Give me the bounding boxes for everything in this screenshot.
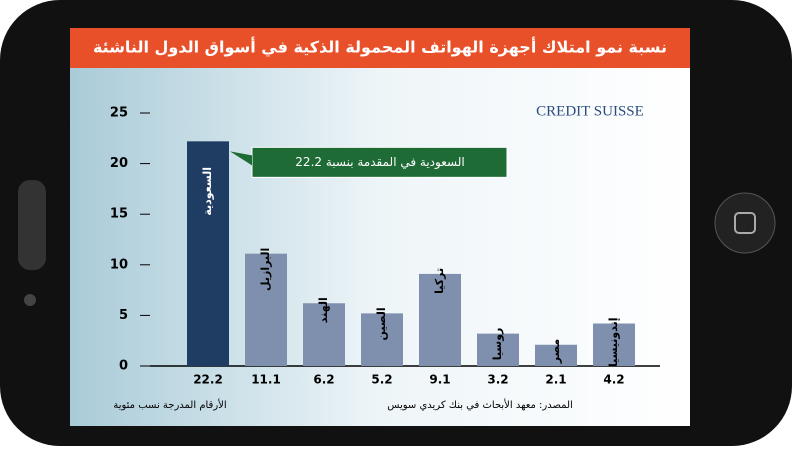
category-label: مصر	[549, 339, 562, 365]
category-label: البرازيل	[259, 248, 272, 291]
value-label: 6.2	[313, 373, 334, 387]
phone-camera	[24, 294, 36, 306]
category-label: إندونيسيا	[607, 317, 620, 367]
value-label: 5.2	[371, 373, 392, 387]
bar	[535, 344, 577, 366]
title-bar	[70, 28, 690, 68]
value-label: 22.2	[193, 373, 223, 387]
y-tick-label: 10	[110, 257, 128, 272]
bar	[187, 141, 229, 366]
annotation-pointer	[230, 151, 252, 166]
y-tick-label: 25	[110, 106, 128, 121]
category-label: الهند	[317, 297, 330, 323]
value-label: 11.1	[251, 373, 281, 387]
category-label: روسيا	[491, 328, 504, 361]
y-tick-label: 5	[119, 308, 128, 323]
home-icon	[734, 212, 756, 234]
chart-title: نسبة نمو امتلاك أجهزة الهواتف المحمولة ا…	[93, 37, 667, 58]
bar	[419, 273, 461, 366]
bar	[361, 313, 403, 366]
bar	[477, 333, 519, 366]
value-label: 3.2	[487, 373, 508, 387]
y-tick-label: 0	[119, 359, 128, 374]
annotation: السعودية في المقدمة بنسبة 22.2	[295, 155, 464, 170]
category-label: السعودية	[201, 167, 214, 216]
home-button[interactable]	[714, 192, 776, 254]
source: المصدر: معهد الأبحاث في بنك كريدي سويس	[387, 398, 573, 411]
bar	[303, 303, 345, 366]
category-label: الصين	[375, 307, 388, 340]
y-tick-label: 20	[110, 156, 128, 171]
bar	[245, 253, 287, 366]
y-tick-label: 15	[110, 207, 128, 222]
note: الأرقام المدرجة نسب مئوية	[113, 398, 226, 411]
value-label: 2.1	[545, 373, 566, 387]
value-label: 9.1	[429, 373, 450, 387]
value-label: 4.2	[603, 373, 624, 387]
annotation-box	[251, 146, 508, 178]
brand: CREDIT SUISSE	[536, 103, 644, 119]
bar	[593, 323, 635, 366]
category-label: تركيا	[433, 268, 446, 294]
phone-speaker	[18, 180, 46, 270]
